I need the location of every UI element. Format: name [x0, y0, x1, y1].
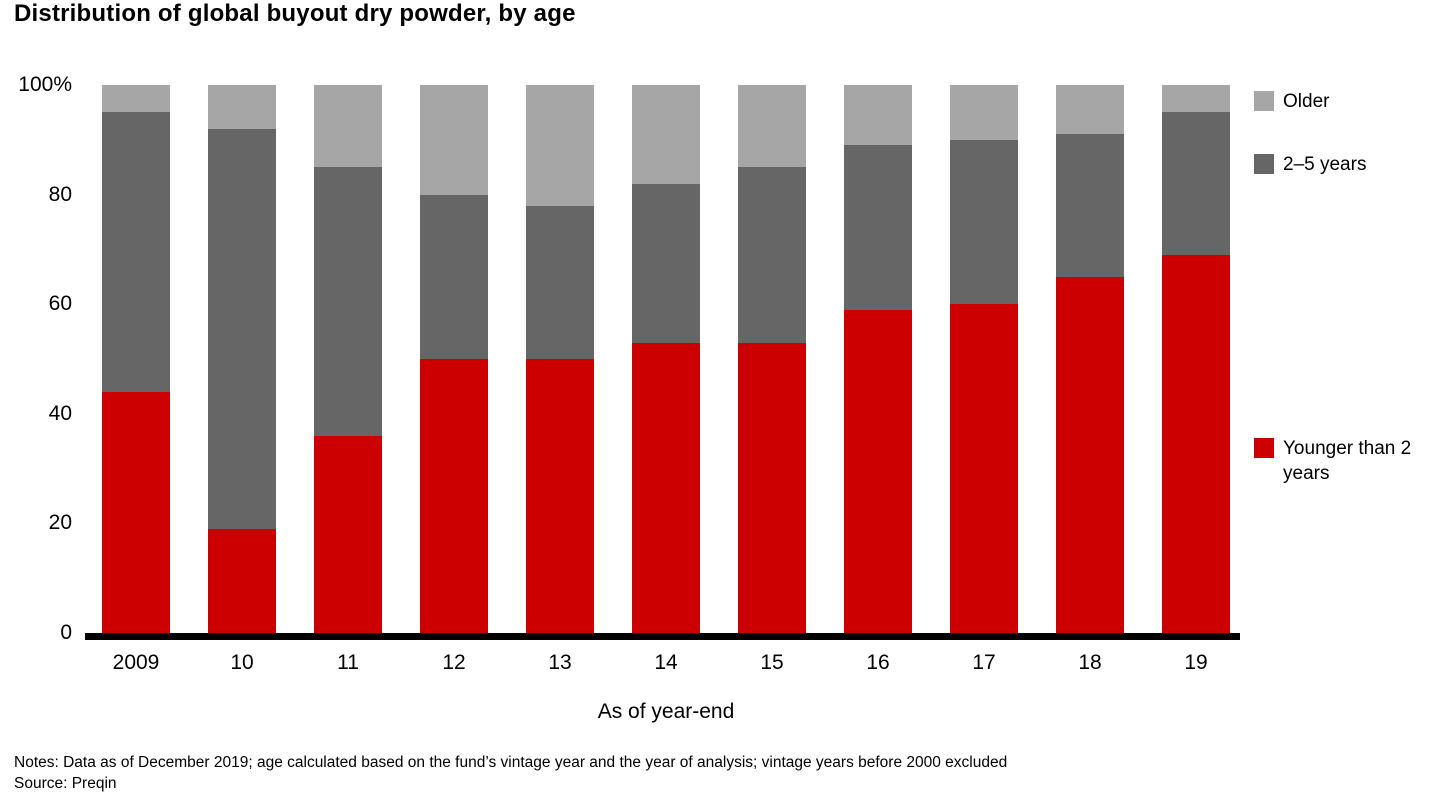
segment-younger-than-2-years-10 [208, 528, 276, 633]
segment-2-5-years-17 [950, 139, 1018, 305]
x-tick-14: 14 [654, 651, 678, 674]
segment-younger-than-2-years-19 [1162, 254, 1230, 633]
bar-13 [526, 85, 594, 633]
y-tick-40: 40 [48, 401, 72, 425]
segment-younger-than-2-years-12 [420, 358, 488, 633]
segment-2-5-years-15 [738, 167, 806, 343]
legend-swatch-younger-than-2-years [1254, 438, 1274, 458]
x-axis-title: As of year-end [597, 700, 735, 723]
bar-10 [208, 85, 276, 633]
segment-younger-than-2-years-16 [844, 309, 912, 633]
y-tick-80: 80 [48, 182, 72, 206]
x-tick-17: 17 [972, 651, 996, 674]
bars-container [92, 85, 1240, 633]
segment-older-10 [208, 85, 276, 129]
notes-block: Notes: Data as of December 2019; age cal… [14, 753, 1007, 795]
y-tick-0: 0 [60, 621, 72, 644]
x-tick-10: 10 [230, 651, 254, 674]
segment-older-19 [1162, 85, 1230, 113]
segment-older-11 [314, 85, 382, 168]
segment-2-5-years-11 [314, 167, 382, 436]
plot-area: 0 20 40 60 80 100% 2009 10 11 12 13 14 15 16 17 18 19 [18, 73, 1240, 674]
y-tick-60: 60 [48, 292, 72, 316]
segment-2-5-years-2009 [102, 112, 170, 392]
chart-title: Distribution of global buyout dry powder… [14, 0, 576, 27]
bar-18 [1056, 85, 1124, 633]
segment-older-18 [1056, 85, 1124, 135]
segment-older-16 [844, 85, 912, 146]
y-tick-100: 100% [18, 73, 72, 96]
x-tick-15: 15 [760, 651, 784, 674]
segment-younger-than-2-years-18 [1056, 276, 1124, 633]
segment-younger-than-2-years-17 [950, 304, 1018, 633]
y-axis-tick-labels: 0 20 40 60 80 100% [0, 73, 72, 644]
bar-16 [844, 85, 912, 633]
segment-younger-than-2-years-2009 [102, 391, 170, 633]
bar-17 [950, 85, 1018, 633]
segment-2-5-years-19 [1162, 112, 1230, 255]
y-tick-20: 20 [48, 511, 72, 535]
segment-2-5-years-10 [208, 128, 276, 529]
bar-2009 [102, 85, 170, 633]
segment-older-17 [950, 85, 1018, 140]
segment-younger-than-2-years-13 [526, 358, 594, 633]
segment-older-2009 [102, 85, 170, 113]
segment-2-5-years-14 [632, 183, 700, 343]
legend-label-older: Older [1283, 91, 1330, 112]
x-tick-19: 19 [1184, 651, 1208, 674]
segment-2-5-years-13 [526, 205, 594, 359]
segment-2-5-years-12 [420, 194, 488, 359]
x-tick-12: 12 [442, 651, 466, 674]
x-tick-11: 11 [337, 651, 359, 674]
segment-2-5-years-18 [1056, 134, 1124, 277]
legend-swatch-2-5-years [1254, 154, 1274, 174]
segment-younger-than-2-years-14 [632, 342, 700, 633]
bar-15 [738, 85, 806, 633]
segment-younger-than-2-years-15 [738, 342, 806, 633]
x-tick-16: 16 [866, 651, 890, 674]
bar-14 [632, 85, 700, 633]
x-axis-tick-labels: 2009 10 11 12 13 14 15 16 17 18 19 [92, 651, 1240, 675]
x-tick-13: 13 [548, 651, 572, 674]
bar-11 [314, 85, 382, 633]
segment-older-13 [526, 85, 594, 206]
bar-19 [1162, 85, 1230, 633]
legend-swatch-older [1254, 91, 1274, 111]
segment-older-14 [632, 85, 700, 184]
segment-younger-than-2-years-11 [314, 435, 382, 633]
x-tick-2009: 2009 [112, 651, 160, 674]
x-axis-line [85, 633, 1240, 640]
segment-older-12 [420, 85, 488, 195]
segment-older-15 [738, 85, 806, 168]
bar-12 [420, 85, 488, 633]
x-tick-18: 18 [1078, 651, 1102, 674]
segment-2-5-years-16 [844, 145, 912, 310]
notes-text: Notes: Data as of December 2019; age cal… [14, 754, 1008, 771]
legend-item-older: Older [1254, 90, 1329, 115]
legend-item-2-5-years: 2–5 years [1254, 153, 1366, 178]
legend-label-younger-than-2-years: Younger than 2 years [1283, 438, 1412, 484]
legend-label-2-5-years: 2–5 years [1283, 154, 1367, 175]
source-text: Source: Preqin [14, 774, 117, 792]
legend-item-younger-than-2-years: Younger than 2 years [1254, 437, 1423, 486]
